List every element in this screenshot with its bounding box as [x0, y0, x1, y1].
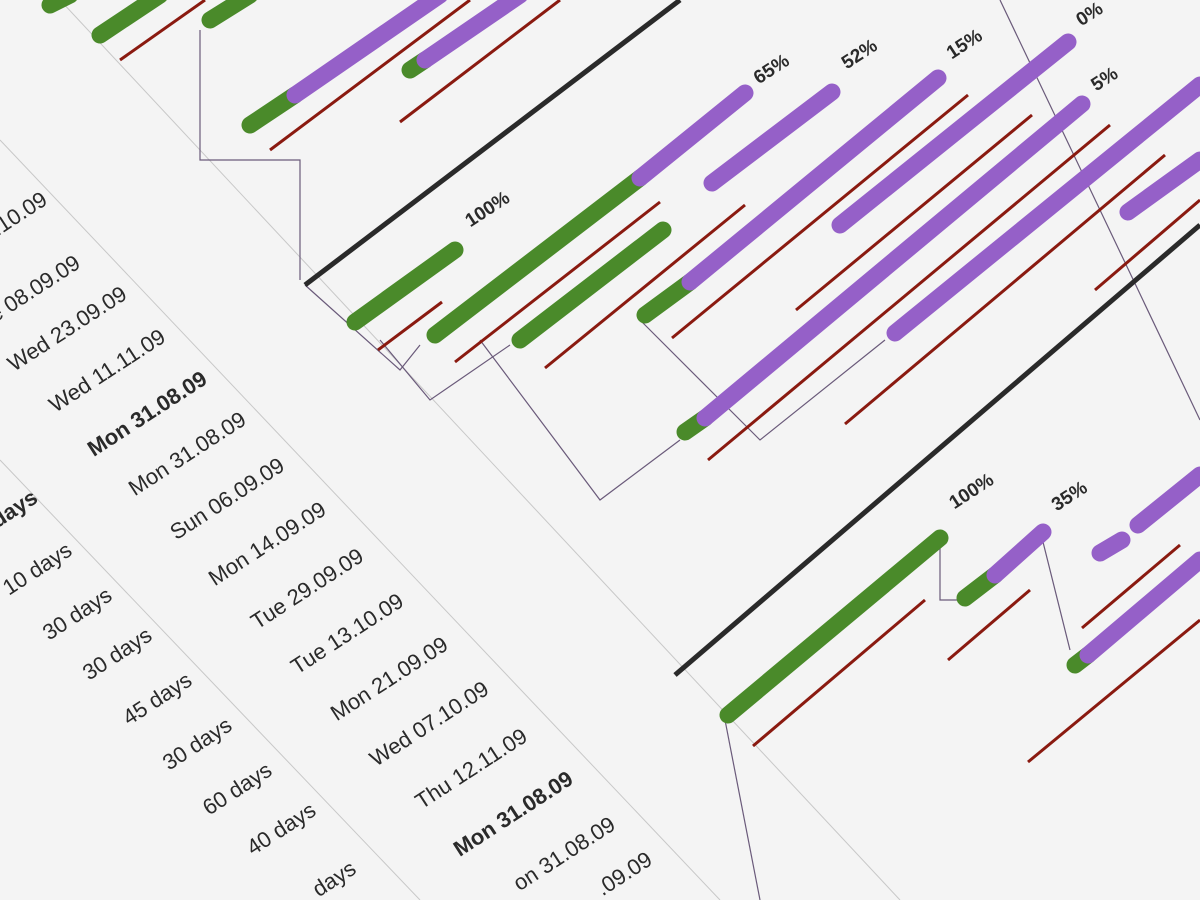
duration-cell: 60 days	[198, 757, 276, 820]
percent-complete: 35%	[1048, 477, 1091, 515]
duration-cell: 40 days	[242, 797, 320, 860]
percent-complete: 100%	[946, 470, 998, 514]
date-cell: .10.09	[0, 186, 52, 240]
percent-complete: 5%	[1087, 63, 1122, 96]
percent-complete: 0%	[1072, 0, 1107, 31]
percent-complete: 15%	[943, 25, 986, 63]
duration-cell: 30 days	[38, 582, 116, 645]
duration-cell: days	[308, 855, 361, 900]
duration-cell: 45 days	[118, 667, 196, 730]
percent-complete: 52%	[838, 35, 881, 73]
duration-cell: days	[0, 484, 42, 532]
duration-cell: 30 days	[78, 622, 156, 685]
percent-complete: 65%	[750, 50, 793, 88]
bars	[41, 0, 1200, 764]
date-cell: .09.09	[592, 846, 657, 900]
percent-complete: 100%	[462, 188, 514, 232]
duration-cell: 10 days	[0, 537, 76, 600]
duration-cell: 30 days	[158, 712, 236, 775]
